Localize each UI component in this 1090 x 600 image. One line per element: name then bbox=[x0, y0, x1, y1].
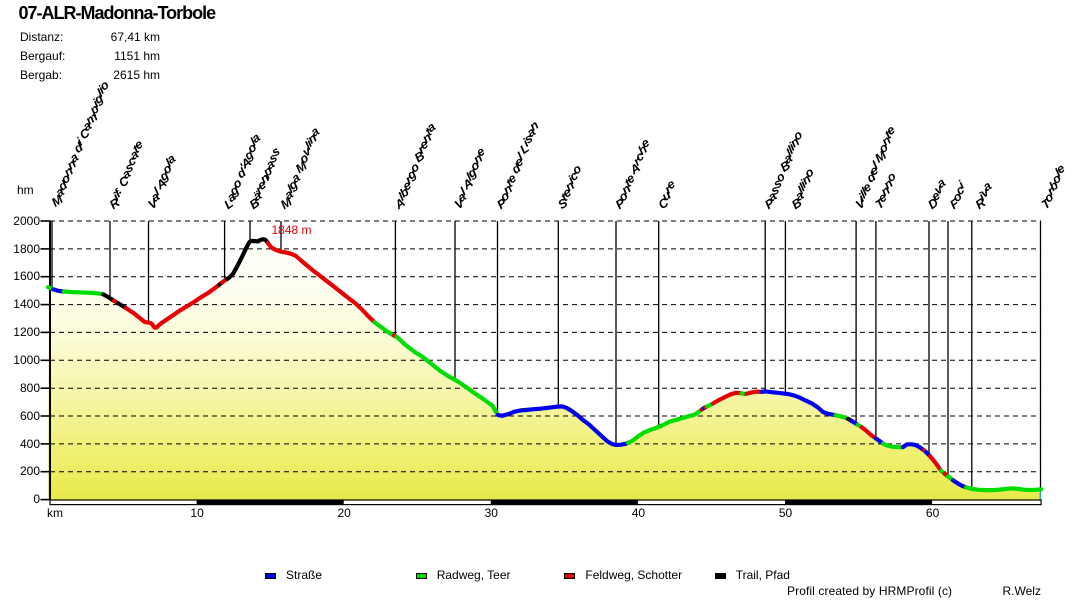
svg-text:Rif. Cascate: Rif. Cascate bbox=[104, 135, 150, 214]
svg-text:Foci: Foci bbox=[944, 177, 972, 214]
svg-text:Ponte del Lisan: Ponte del Lisan bbox=[492, 116, 545, 214]
svg-text:Val Agola: Val Agola bbox=[142, 150, 182, 215]
svg-text:Cure: Cure bbox=[653, 175, 682, 214]
svg-text:Torbole: Torbole bbox=[1036, 160, 1071, 214]
svg-text:Madonna di Campiglio: Madonna di Campiglio bbox=[46, 76, 117, 213]
svg-text:Ponte Arche: Ponte Arche bbox=[610, 134, 656, 214]
svg-text:Malga Movlina: Malga Movlina bbox=[275, 122, 327, 214]
svg-text:Stenico: Stenico bbox=[552, 160, 587, 214]
svg-text:Val Algone: Val Algone bbox=[449, 142, 492, 214]
svg-text:Deva: Deva bbox=[923, 174, 952, 214]
svg-text:Albergo Brenta: Albergo Brenta bbox=[389, 118, 442, 215]
svg-text:Riva: Riva bbox=[970, 177, 998, 214]
